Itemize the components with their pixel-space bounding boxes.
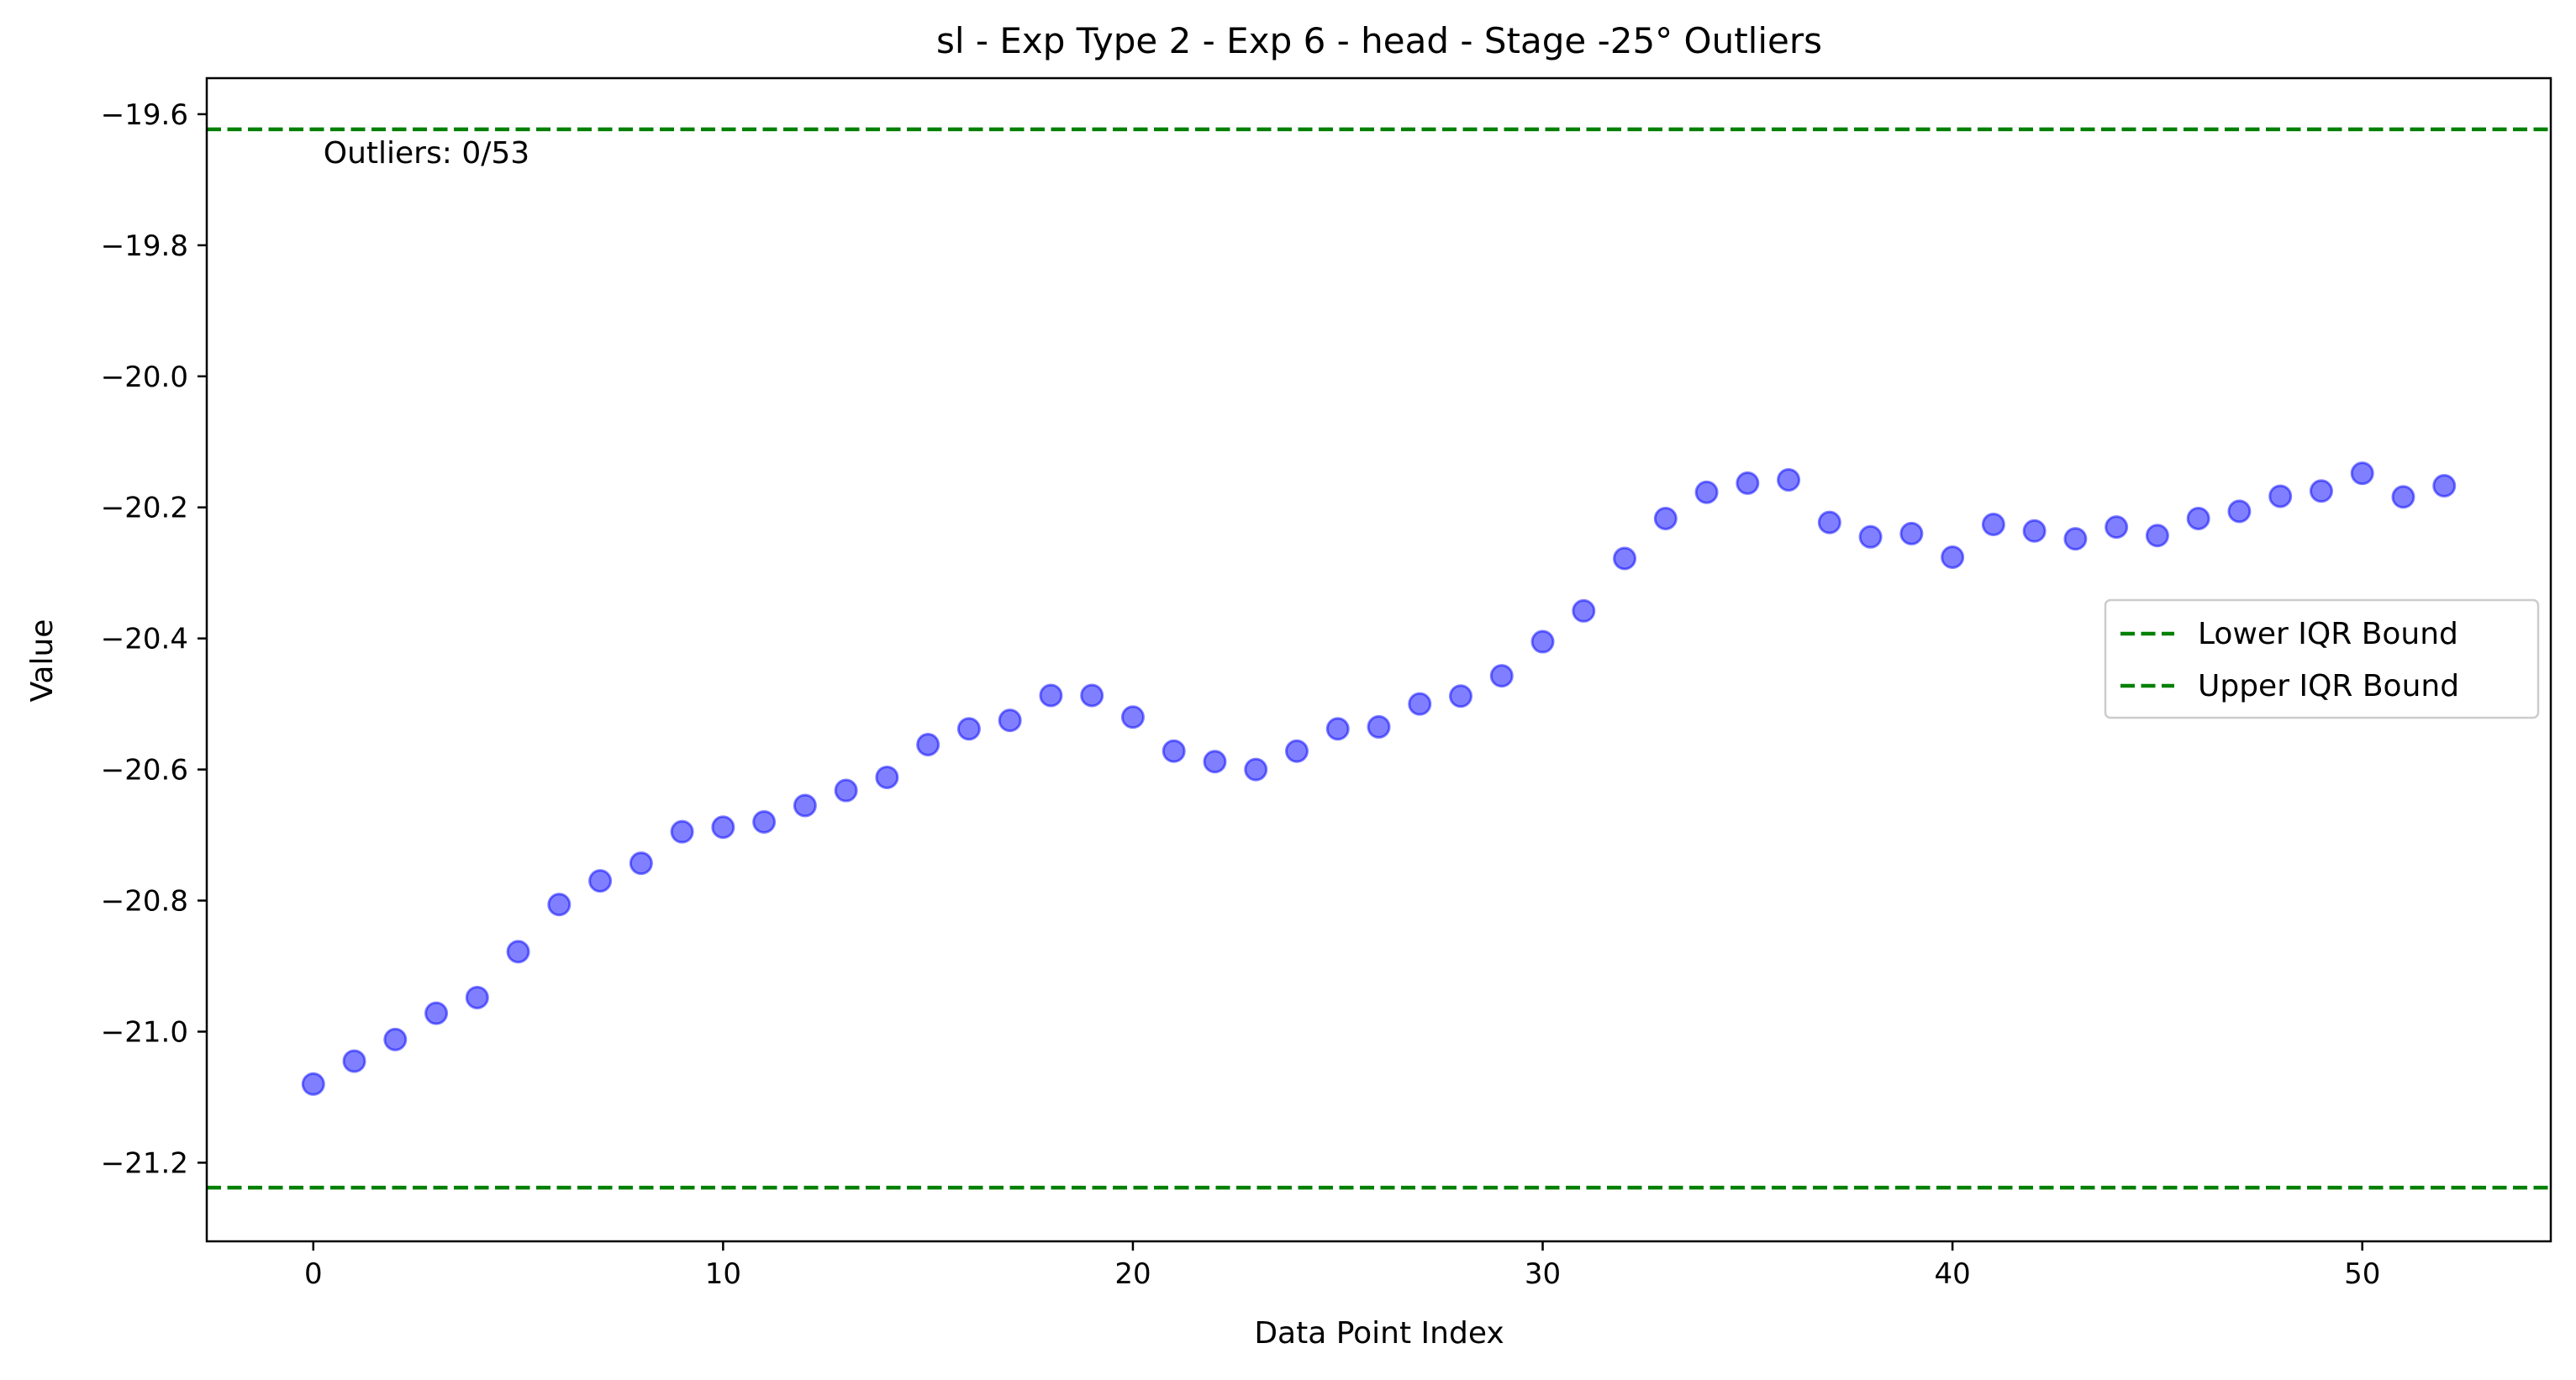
x-tick-label: 0 — [304, 1257, 323, 1291]
data-point — [1653, 506, 1678, 530]
data-point — [1039, 683, 1063, 708]
data-point — [2350, 461, 2374, 486]
data-point — [1817, 510, 1841, 535]
data-point — [752, 809, 777, 834]
data-point — [1120, 705, 1145, 730]
x-axis-label: Data Point Index — [1254, 1316, 1504, 1351]
data-point — [1941, 545, 1965, 569]
data-point — [1408, 692, 1432, 716]
y-tick-label: −20.8 — [101, 885, 188, 919]
y-tick-label: −19.8 — [101, 229, 188, 263]
x-tick-label: 10 — [705, 1257, 741, 1291]
y-axis-label: Value — [25, 619, 60, 703]
y-tick-label: −19.6 — [101, 98, 188, 132]
x-tick-label: 50 — [2344, 1257, 2380, 1291]
data-point — [301, 1072, 325, 1096]
data-point — [2227, 499, 2252, 524]
data-point — [2268, 484, 2293, 508]
outlier-count-annotation: Outliers: 0/53 — [324, 136, 529, 171]
data-point — [424, 1001, 449, 1025]
data-point — [1489, 664, 1514, 688]
data-point — [793, 793, 817, 818]
data-point — [2309, 479, 2333, 503]
data-point — [383, 1027, 408, 1051]
data-point — [506, 940, 530, 964]
data-point — [1325, 717, 1350, 741]
data-point — [998, 708, 1022, 733]
data-point — [711, 815, 735, 840]
y-tick-label: −20.6 — [101, 754, 188, 787]
data-point — [875, 765, 899, 789]
data-point — [1736, 471, 1760, 495]
data-point — [834, 778, 858, 803]
legend-entry: Upper IQR Bound — [2198, 669, 2459, 703]
plot-frame — [205, 76, 2552, 1243]
data-point — [2022, 519, 2047, 543]
y-tick-label: −20.0 — [101, 361, 188, 394]
data-point — [1530, 629, 1555, 654]
data-point — [1613, 546, 1637, 571]
legend-box — [2104, 598, 2540, 719]
data-point — [956, 717, 981, 741]
data-point — [1899, 521, 1924, 545]
x-tick-label: 40 — [1934, 1257, 1970, 1291]
plot-layer: 0 10 20 30 40 50 −21.2 −21.0 −20.8 −20.6 −20.4 −20.… — [101, 76, 2552, 1291]
data-point — [1367, 714, 1391, 739]
data-point — [2145, 524, 2169, 548]
data-point — [2063, 527, 2088, 551]
data-point — [916, 732, 940, 756]
y-tick-label: −20.2 — [101, 492, 188, 525]
y-tick-label: −21.2 — [101, 1146, 188, 1180]
y-tick-label: −21.0 — [101, 1015, 188, 1049]
data-point — [1080, 683, 1104, 708]
data-point — [1203, 750, 1227, 774]
data-point — [588, 869, 613, 893]
data-point — [2105, 515, 2129, 540]
data-point — [1694, 480, 1719, 504]
data-point — [2391, 485, 2415, 509]
legend-entry: Lower IQR Bound — [2198, 617, 2458, 651]
data-point — [1777, 467, 1801, 492]
data-point — [1284, 739, 1309, 763]
y-tick-label: −20.4 — [101, 623, 188, 656]
data-point — [2432, 473, 2457, 498]
data-point — [1244, 757, 1268, 782]
x-tick-label: 20 — [1114, 1257, 1151, 1291]
data-point — [1162, 739, 1186, 763]
data-point — [547, 893, 572, 917]
data-point — [670, 819, 694, 844]
data-point — [1449, 684, 1473, 708]
data-point — [1572, 598, 1596, 623]
data-point — [342, 1049, 366, 1073]
data-point — [465, 985, 489, 1009]
data-point — [1981, 512, 2005, 536]
data-point — [2186, 506, 2210, 530]
chart-title: sl - Exp Type 2 - Exp 6 - head - Stage -… — [936, 20, 1822, 61]
x-tick-label: 30 — [1525, 1257, 1561, 1291]
data-point — [1858, 524, 1883, 549]
data-point — [629, 851, 653, 876]
